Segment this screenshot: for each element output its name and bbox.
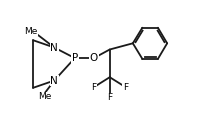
Text: N: N	[50, 76, 58, 86]
Text: F: F	[91, 83, 96, 92]
Text: F: F	[107, 93, 112, 102]
Text: O: O	[89, 53, 98, 63]
Text: P: P	[71, 53, 77, 63]
Text: F: F	[122, 83, 128, 92]
Text: Me: Me	[38, 92, 51, 101]
Text: N: N	[50, 43, 58, 53]
Text: Me: Me	[24, 27, 37, 36]
